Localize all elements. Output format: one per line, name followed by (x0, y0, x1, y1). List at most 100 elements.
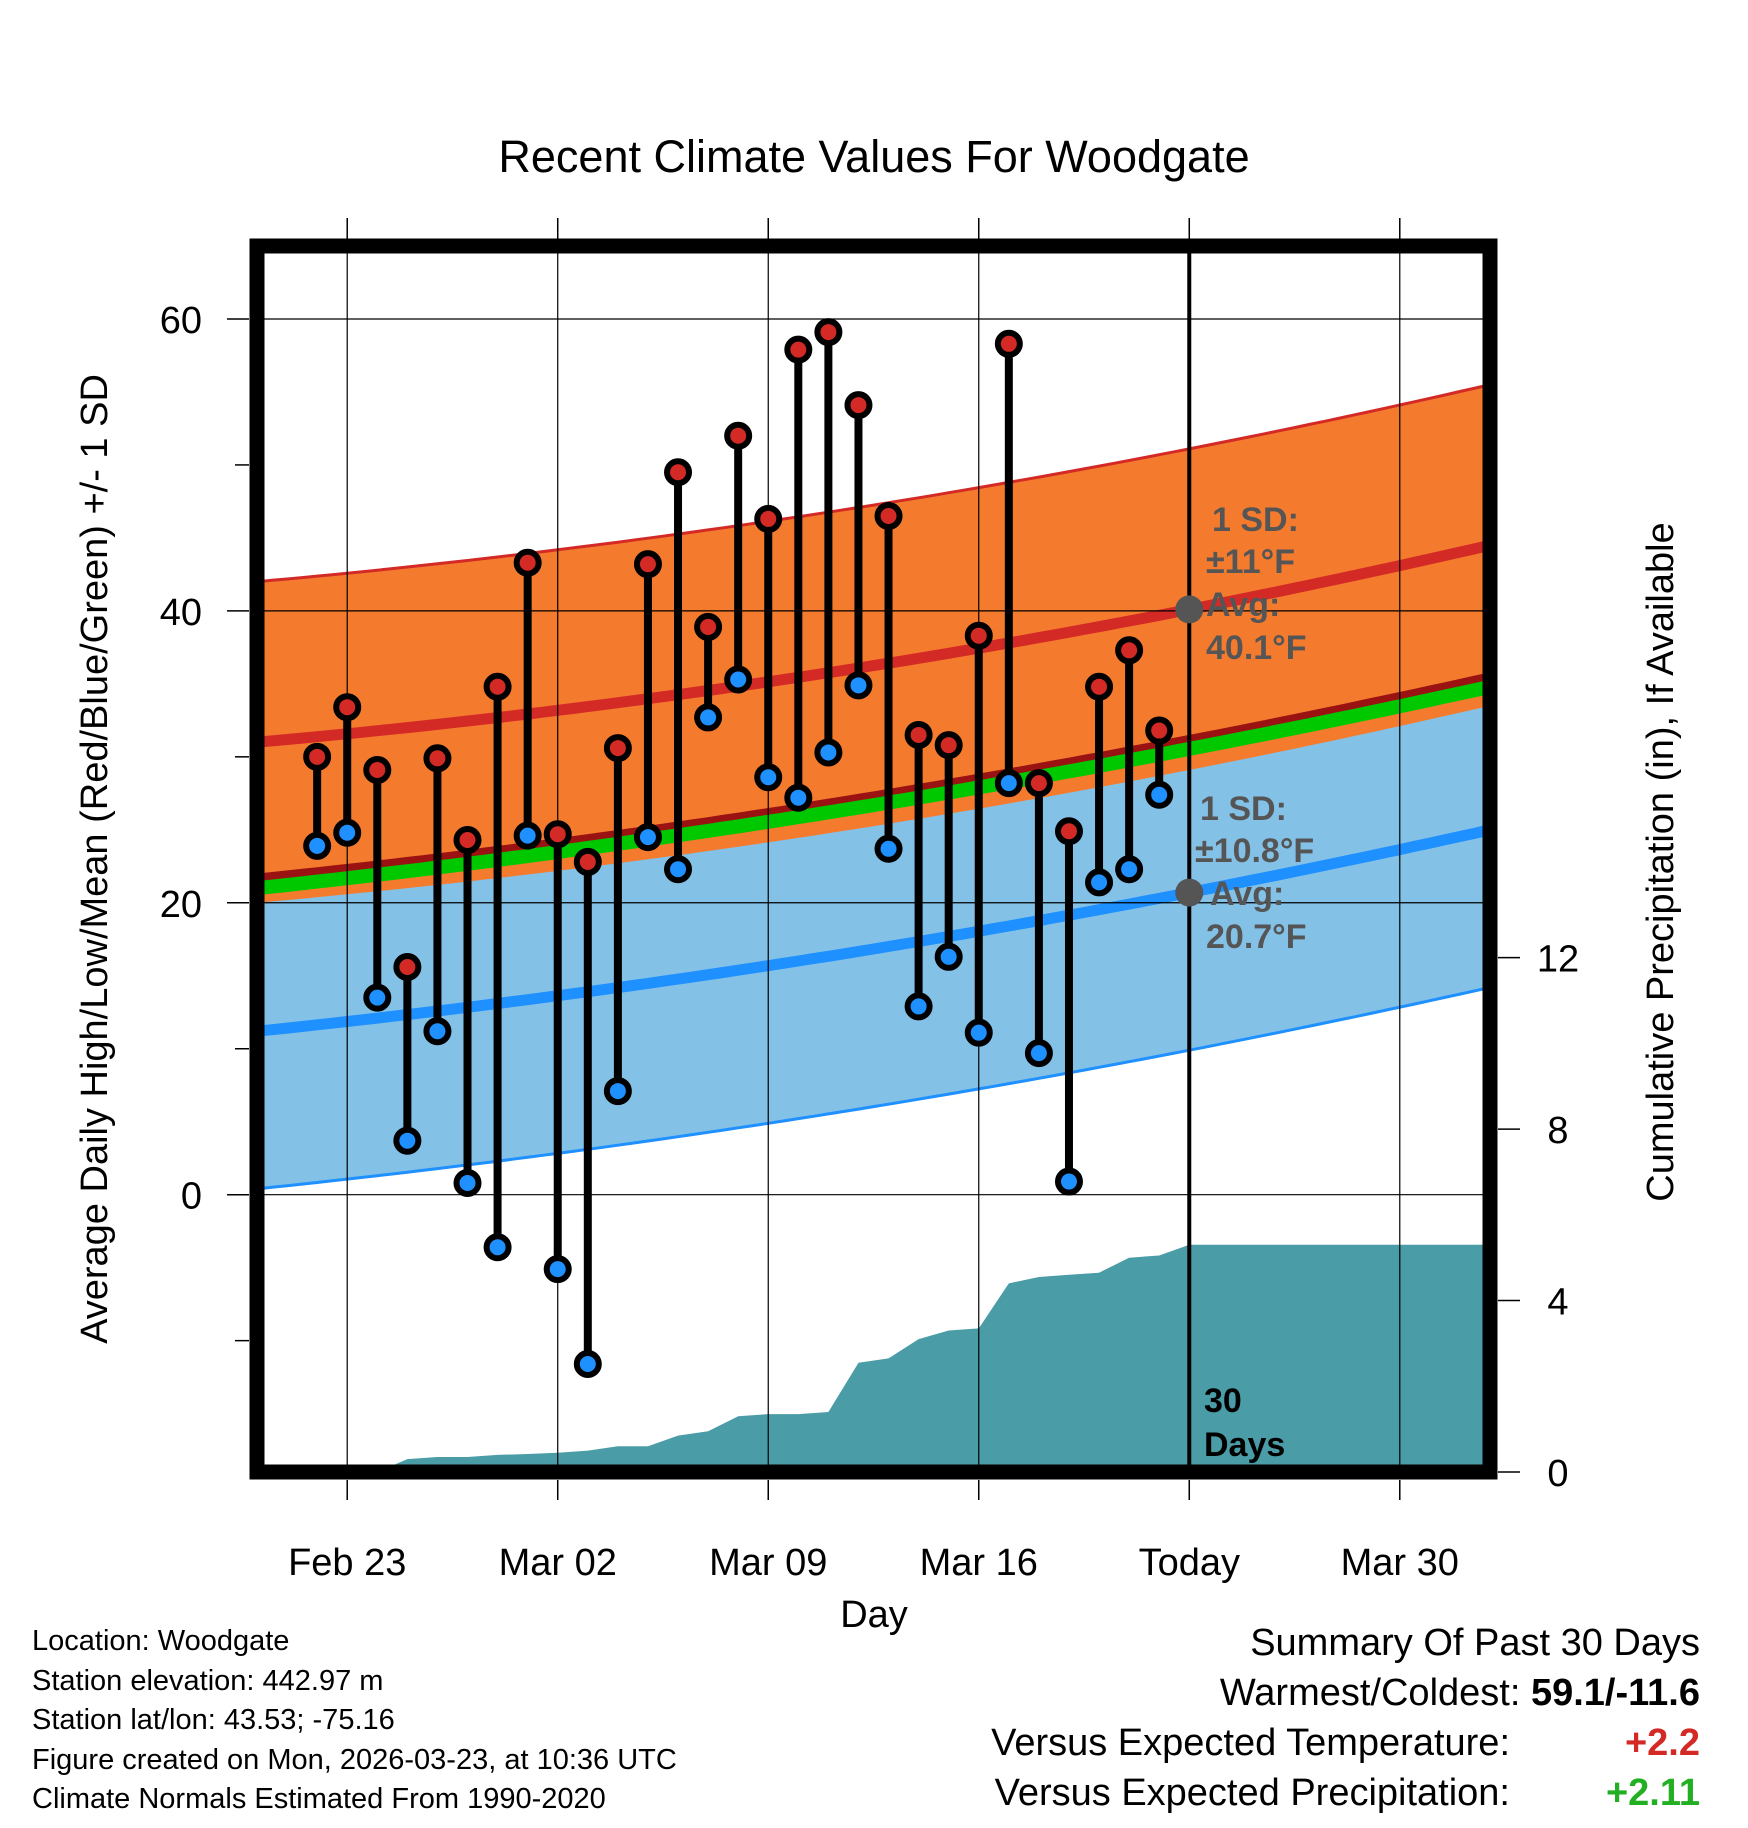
observed-low-point (393, 1126, 422, 1155)
precip-departure-label: Versus Expected Precipitation: (994, 1772, 1510, 1814)
observed-high-point (1145, 716, 1174, 745)
normal-low-line (257, 824, 1490, 1037)
high-sd-band (257, 384, 1490, 903)
y2-tick-label: 0 (1547, 1453, 1568, 1495)
axes: Feb 23 Mar 02 Mar 09 Mar 16 Today Mar 3002040… (160, 218, 1579, 1584)
observed-low-point (513, 821, 542, 850)
observed-high-point (904, 720, 933, 749)
temp-departure-label: Versus Expected Temperature: (991, 1722, 1510, 1764)
precip-area (257, 1244, 1490, 1472)
observed-high-point (573, 847, 602, 876)
high-sd-label: 1 SD: (1212, 501, 1299, 539)
observed-low-point (964, 1018, 993, 1047)
y2-axis-label: Cumulative Precipitation (in), If Availa… (1640, 522, 1682, 1201)
observed-high-point (994, 329, 1023, 358)
observed-high-point (1054, 817, 1083, 846)
elevation-text: Station elevation: 442.97 m (32, 1664, 384, 1697)
y2-tick-label: 8 (1547, 1110, 1568, 1152)
observed-low-point (754, 763, 783, 792)
observed-high-point (724, 421, 753, 450)
x-tick-label: Mar 02 (499, 1542, 617, 1584)
low-avg-label: Avg: (1210, 875, 1284, 913)
x-axis-label: Day (840, 1594, 908, 1636)
observed-low-point (483, 1233, 512, 1262)
observed-low-point (934, 942, 963, 971)
location-text: Location: Woodgate (32, 1625, 290, 1657)
observed-high-point (844, 391, 873, 420)
x-tick-label: Mar 09 (709, 1542, 827, 1584)
y-tick-label: 20 (160, 884, 202, 926)
low-sd-label: 1 SD: (1200, 790, 1287, 828)
observed-high-point (964, 621, 993, 650)
low-sd-lower-line (257, 985, 1490, 1191)
y-axis-label: Average Daily High/Low/Mean (Red/Blue/Gr… (74, 374, 116, 1344)
observed-low-point (1024, 1039, 1053, 1068)
y2-tick-label: 12 (1537, 939, 1579, 981)
warmest-label: Warmest/Coldest: (1219, 1672, 1531, 1714)
warmest-coldest-row: Warmest/Coldest: 59.1/-11.6 (991, 1668, 1700, 1718)
observed-low-point (844, 671, 873, 700)
observed-high-point (664, 458, 693, 487)
x-tick-label: Feb 23 (288, 1542, 406, 1584)
precip-departure-row: Versus Expected Precipitation: +2.11 (991, 1768, 1700, 1818)
y-tick-label: 40 (160, 592, 202, 634)
observed-low-point (453, 1169, 482, 1198)
observed-low-point (363, 983, 392, 1012)
low-avg-value: 20.7°F (1206, 918, 1307, 956)
y-tick-label: 0 (181, 1176, 202, 1218)
summary-panel: Summary Of Past 30 Days Warmest/Coldest:… (991, 1618, 1700, 1818)
observed-low-point (543, 1255, 572, 1284)
observed-high-point (333, 693, 362, 722)
y-tick-label: 60 (160, 300, 202, 342)
data-marks: 1 SD: ±11°F Avg: 40.1°F 1 SD: ±10.8°F Avg: 20.7… (303, 318, 1314, 1464)
observed-low-point (1115, 855, 1144, 884)
observed-high-point (363, 755, 392, 784)
observed-low-point (664, 855, 693, 884)
y2-tick-label: 4 (1547, 1282, 1568, 1324)
observed-low-point (423, 1017, 452, 1046)
normals-text: Climate Normals Estimated From 1990-2020 (32, 1783, 606, 1815)
observed-high-point (1024, 769, 1053, 798)
high-sd-value: ±11°F (1206, 543, 1295, 581)
normal-mean-line (257, 679, 1490, 896)
observed-high-point (934, 731, 963, 760)
high-avg-value: 40.1°F (1206, 629, 1307, 667)
observed-high-point (1115, 636, 1144, 665)
chart-title: Recent Climate Values For Woodgate (498, 131, 1249, 182)
temp-departure-value: +2.2 (1624, 1722, 1700, 1764)
today-normal-low-point (1175, 878, 1204, 907)
latlon-text: Station lat/lon: 43.53; -75.16 (32, 1704, 395, 1736)
observed-high-point (423, 744, 452, 773)
observed-high-point (1085, 672, 1114, 701)
plot-frame (249, 238, 1498, 1480)
observed-high-point (453, 826, 482, 855)
observed-high-point (603, 734, 632, 763)
observed-low-point (904, 992, 933, 1021)
observed-high-point (814, 318, 843, 347)
observed-high-point (543, 820, 572, 849)
observed-high-point (784, 335, 813, 364)
x-tick-label: Mar 16 (920, 1542, 1038, 1584)
observed-low-point (874, 834, 903, 863)
observed-high-point (633, 550, 662, 579)
observed-high-point (393, 953, 422, 982)
days-word-label: Days (1204, 1426, 1285, 1464)
low-sd-band (257, 672, 1490, 1189)
observed-low-point (333, 818, 362, 847)
high-avg-label: Avg: (1206, 586, 1280, 624)
observed-low-point (814, 738, 843, 767)
observed-low-point (303, 831, 332, 860)
observed-low-point (1054, 1167, 1083, 1196)
observed-high-point (874, 502, 903, 531)
observed-high-point (303, 742, 332, 771)
observed-high-point (694, 612, 723, 641)
warmest-value: 59.1/-11.6 (1530, 1672, 1700, 1714)
observed-low-point (1145, 780, 1174, 809)
station-info: Location: Woodgate Station elevation: 44… (32, 1622, 677, 1820)
summary-title: Summary Of Past 30 Days (1250, 1622, 1700, 1664)
observed-low-point (994, 769, 1023, 798)
temp-departure-row: Versus Expected Temperature: +2.2 (991, 1718, 1700, 1768)
observed-low-point (1085, 868, 1114, 897)
observed-low-point (633, 823, 662, 852)
